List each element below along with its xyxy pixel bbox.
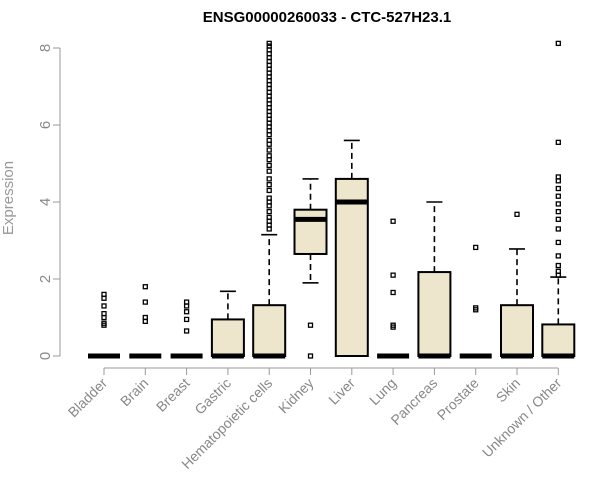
x-tick-label: Liver — [325, 375, 358, 408]
outlier-point — [555, 262, 561, 269]
x-tick-label: Lung — [366, 375, 399, 408]
y-axis-label: Expression — [0, 161, 17, 235]
outlier-point — [555, 139, 561, 145]
box-iqr — [417, 271, 452, 358]
outlier-point — [555, 268, 561, 274]
outlier-point — [142, 314, 148, 321]
box-iqr — [500, 304, 534, 357]
box-group — [170, 299, 203, 359]
outlier-point — [266, 182, 272, 188]
outlier-point — [307, 322, 314, 328]
outlier-point — [555, 185, 561, 192]
x-tick-label: Brain — [117, 375, 151, 409]
outlier-point — [266, 137, 272, 144]
y-tick-label: 2 — [37, 275, 54, 283]
outlier-point — [390, 218, 396, 224]
outlier-point — [473, 305, 479, 311]
box-group — [88, 291, 120, 359]
outlier-point — [142, 284, 148, 290]
outlier-point — [183, 309, 190, 315]
outlier-point — [555, 208, 561, 215]
outlier-point — [390, 289, 396, 296]
chart-title: ENSG00000260033 - CTC-527H23.1 — [203, 9, 451, 26]
box-iqr — [293, 208, 328, 255]
outlier-point — [266, 214, 272, 221]
box-group — [377, 218, 410, 359]
outlier-point — [555, 40, 561, 47]
outlier-point — [101, 303, 107, 309]
y-tick-label: 6 — [37, 121, 54, 129]
x-tick-label: Skin — [493, 375, 524, 406]
outlier-point — [555, 253, 561, 259]
outlier-point — [266, 208, 272, 215]
outlier-point — [266, 195, 272, 201]
outlier-point — [101, 291, 107, 298]
box-group — [417, 201, 452, 359]
outlier-point — [266, 162, 272, 169]
y-tick-label: 0 — [37, 352, 54, 360]
outlier-point — [142, 299, 148, 305]
box-group — [129, 284, 162, 359]
box-group — [334, 139, 369, 357]
outlier-point — [555, 193, 561, 199]
x-tick-label: Bladder — [65, 375, 111, 421]
box-group — [541, 40, 576, 359]
outlier-point — [266, 40, 272, 47]
outlier-point — [514, 211, 520, 217]
box-group — [210, 290, 245, 359]
outlier-point — [555, 239, 561, 246]
x-tick-label: Kidney — [275, 375, 317, 417]
outlier-point — [266, 187, 272, 194]
outlier-point — [555, 174, 561, 180]
outlier-point — [101, 310, 107, 317]
y-tick-label: 4 — [37, 198, 54, 206]
x-tick-label: Prostate — [434, 375, 482, 423]
box-group — [459, 244, 492, 359]
outlier-point — [266, 153, 272, 159]
outlier-point — [390, 322, 396, 328]
outlier-point — [266, 43, 272, 49]
outlier-point — [555, 216, 561, 222]
plot-area — [88, 40, 576, 359]
box-group — [293, 178, 328, 359]
outlier-point — [555, 226, 561, 232]
outlier-point — [390, 272, 396, 278]
outlier-point — [101, 320, 107, 326]
y-tick-label: 8 — [37, 44, 54, 52]
box-group — [500, 211, 534, 359]
outlier-point — [555, 201, 561, 207]
outlier-point — [266, 147, 272, 153]
outlier-point — [266, 168, 272, 174]
box-iqr — [541, 323, 576, 357]
box-iqr — [210, 318, 245, 357]
box-group — [252, 40, 287, 359]
outlier-point — [473, 244, 479, 251]
box-iqr — [252, 304, 287, 357]
outlier-point — [183, 299, 190, 305]
outlier-point — [266, 176, 272, 182]
outlier-point — [307, 353, 314, 359]
outlier-point — [183, 328, 190, 334]
box-iqr — [334, 177, 369, 357]
x-tick-label: Breast — [153, 375, 193, 415]
outlier-point — [183, 316, 190, 323]
